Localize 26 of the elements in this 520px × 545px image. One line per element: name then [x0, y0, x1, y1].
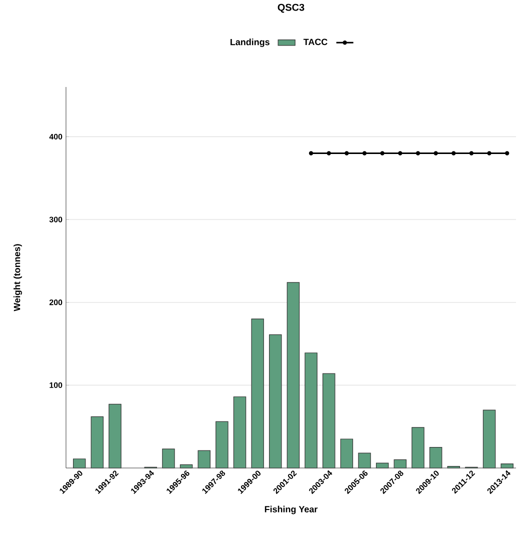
bar: [198, 450, 210, 468]
bar: [304, 352, 318, 468]
bar: [394, 459, 407, 468]
legend-label: Landings: [230, 38, 270, 48]
chart-title: QSC3: [278, 4, 304, 13]
bar: [286, 282, 300, 468]
bar: [340, 438, 354, 468]
bar: [216, 421, 228, 468]
bar: [322, 373, 336, 468]
bar: [108, 404, 122, 468]
legend-label: TACC: [303, 38, 328, 46]
bar: [269, 334, 282, 468]
x-axis-title: Fishing Year: [264, 506, 318, 514]
bar: [73, 458, 86, 468]
bar: [358, 452, 371, 468]
bar: [376, 462, 389, 468]
bar: [180, 464, 193, 468]
bar: [90, 416, 104, 468]
bar: [500, 464, 514, 468]
bar: [412, 427, 424, 468]
bar: [429, 446, 442, 468]
bar: [482, 410, 496, 468]
bar: [233, 396, 246, 468]
y-axis-title: Weight (tonnes): [14, 244, 22, 312]
bar: [162, 448, 175, 468]
bar: [251, 318, 264, 468]
